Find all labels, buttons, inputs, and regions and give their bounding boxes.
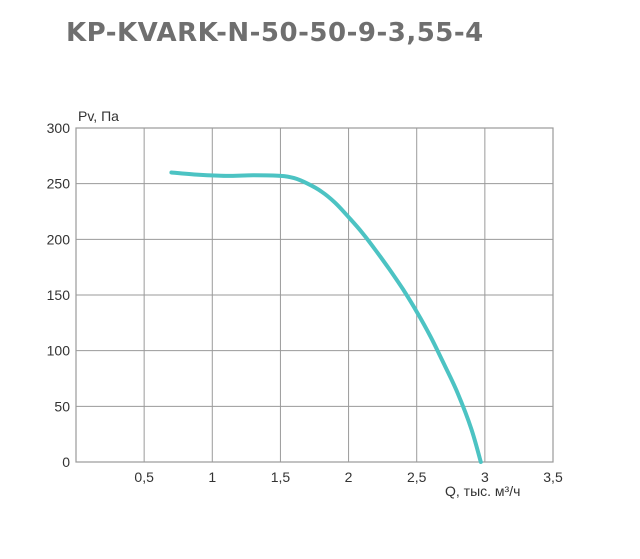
pressure-curve-line <box>169 170 483 464</box>
tick-labels: 0 50 100 150 200 250 300 0,5 1 1,5 2 2,5 3 3,5 <box>47 120 563 485</box>
x-tick-label: 3,5 <box>543 469 563 485</box>
y-tick-label: 200 <box>47 231 71 247</box>
x-tick-label: 2,5 <box>407 469 427 485</box>
y-tick-label: 50 <box>54 398 70 414</box>
x-tick-label: 0,5 <box>134 469 154 485</box>
x-tick-label: 1,5 <box>271 469 291 485</box>
x-tick-label: 2 <box>345 469 353 485</box>
y-tick-label: 300 <box>47 120 71 136</box>
chart-title: KP-KVARK-N-50-50-9-3,55-4 <box>66 18 484 48</box>
y-axis-title: Pv, Па <box>78 108 119 124</box>
y-tick-label: 250 <box>47 176 71 192</box>
x-tick-label: 3 <box>481 469 489 485</box>
series-layer <box>169 170 483 464</box>
x-tick-label: 1 <box>208 469 216 485</box>
y-tick-label: 100 <box>47 343 71 359</box>
y-tick-label: 150 <box>47 287 71 303</box>
x-axis-title: Q, тыс. м³/ч <box>445 483 520 499</box>
y-tick-label: 0 <box>62 454 70 470</box>
grid <box>75 127 554 463</box>
